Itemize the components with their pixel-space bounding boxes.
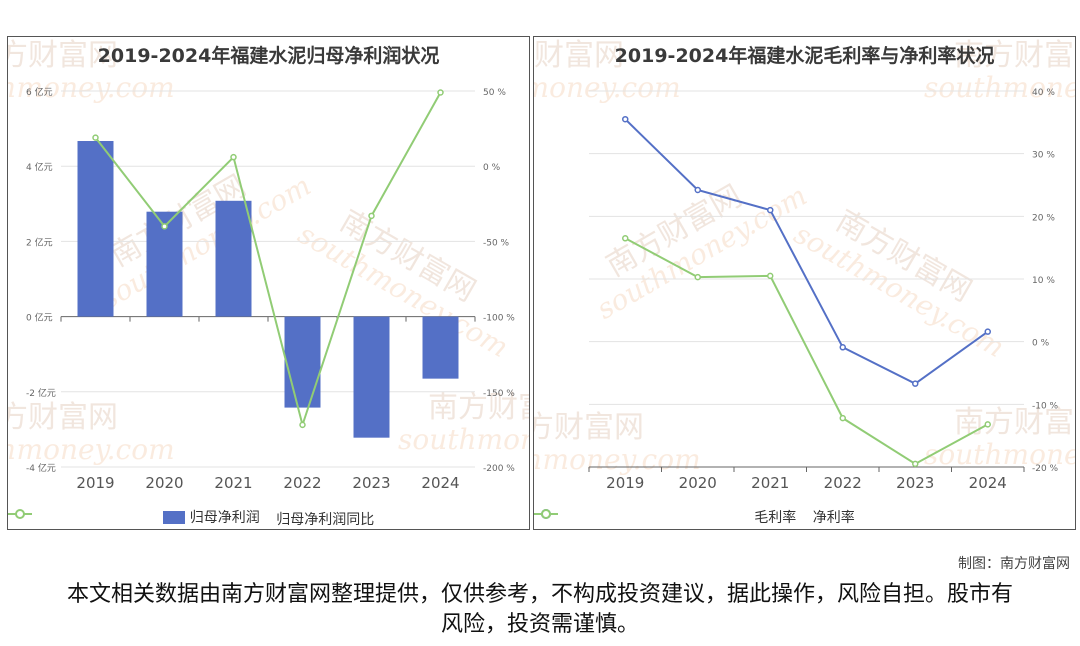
point (299, 421, 306, 429)
bar (284, 316, 321, 408)
point (767, 272, 774, 280)
line-swatch-icon (534, 509, 558, 519)
y-left-tick-label: 2 亿元 (26, 236, 53, 248)
bar (215, 200, 252, 317)
left-legend: 归母净利润 归母净利润同比 (8, 507, 529, 529)
x-tick-label: 2023 (896, 474, 934, 492)
right-legend: 毛利率 净利率 (534, 507, 1075, 527)
bar (422, 316, 459, 379)
series-line-yoy (94, 92, 442, 429)
y-right-tick-label: -100 % (483, 314, 515, 324)
point (622, 235, 629, 242)
watermark-cn: 南方财富网 (534, 38, 624, 73)
point (694, 186, 701, 194)
series-line-0 (624, 118, 989, 385)
disclaimer-text: 本文相关数据由南方财富网整理提供，仅供参考，不构成投资建议，据此操作，风险自担。… (66, 582, 1013, 637)
point (694, 273, 701, 281)
left-chart-panel: 南方财富网southmoney.com南方财富网southmoney.com南方… (7, 36, 530, 530)
point (767, 206, 774, 214)
watermark-cn: 南方财富网 (428, 390, 530, 425)
legend-label-net-margin: 净利率 (812, 510, 855, 526)
series-line-1 (624, 237, 989, 466)
watermark-en: southmoney.com (8, 433, 175, 466)
y-right-tick-label: -200 % (483, 464, 515, 474)
y-right-tick-label: 0 % (1032, 339, 1050, 349)
x-tick-label: 2022 (283, 474, 321, 492)
watermark-en: southmoney.com (8, 71, 175, 104)
bar (353, 316, 390, 438)
watermark-cn: 南方财富网 (534, 410, 644, 445)
watermark-en: southmoney.com (534, 71, 681, 104)
x-tick-label: 2021 (751, 474, 789, 492)
y-right-tick-label: -50 % (483, 238, 510, 248)
legend-item-gross-margin[interactable]: 毛利率 (534, 507, 797, 527)
point (368, 212, 375, 220)
watermark-en: southmoney.com (924, 71, 1076, 104)
x-tick-label: 2021 (214, 474, 252, 492)
x-tick-label: 2024 (421, 474, 459, 492)
point (437, 89, 444, 96)
point (839, 414, 846, 422)
watermark-en: southmoney.com (398, 423, 530, 456)
point (984, 328, 991, 335)
x-tick-label: 2023 (352, 474, 390, 492)
y-right-tick-label: 10 % (1032, 276, 1055, 286)
point (912, 460, 919, 468)
y-left-tick-label: 6 亿元 (26, 86, 53, 98)
x-tick-label: 2019 (606, 474, 644, 492)
line-swatch-icon (8, 509, 32, 519)
y-left-tick-label: 4 亿元 (26, 161, 53, 173)
legend-item-net-margin[interactable]: 净利率 (534, 507, 855, 527)
y-left-tick-label: -2 亿元 (26, 387, 56, 399)
watermark-cn: 南方财富网 (8, 400, 118, 435)
bar-swatch-icon (162, 510, 185, 524)
chart-credit: 制图：南方财富网 (958, 556, 1070, 572)
legend-label-net-profit-yoy: 归母净利润同比 (276, 511, 375, 528)
x-tick-label: 2024 (969, 474, 1007, 492)
legend-item-net-profit-yoy[interactable]: 归母净利润同比 (8, 509, 375, 529)
legend-label-net-profit: 归母净利润 (189, 510, 260, 526)
y-left-tick-label: -4 亿元 (26, 462, 56, 474)
point (92, 134, 99, 141)
point (912, 380, 919, 387)
x-tick-label: 2020 (679, 474, 717, 492)
right-chart-svg: 南方财富网southmoney.com南方财富网southmoney.com南方… (534, 38, 1076, 492)
y-right-tick-label: 40 % (1032, 88, 1055, 98)
left-chart-svg: 南方财富网southmoney.com南方财富网southmoney.com南方… (8, 38, 530, 492)
watermark-cn: 南方财富网 (954, 405, 1076, 440)
y-right-tick-label: 50 % (483, 88, 506, 98)
y-right-tick-label: 0 % (483, 163, 501, 173)
y-right-tick-label: 20 % (1032, 213, 1055, 223)
y-right-tick-label: -20 % (1032, 464, 1059, 474)
x-tick-label: 2022 (824, 474, 862, 492)
right-chart-title: 2019-2024年福建水泥毛利率与净利率状况 (614, 45, 995, 67)
bar (77, 141, 114, 317)
y-right-tick-label: -150 % (483, 389, 515, 399)
point (839, 344, 846, 351)
y-right-tick-label: 30 % (1032, 151, 1055, 161)
legend-label-gross-margin: 毛利率 (754, 510, 797, 526)
point (622, 115, 629, 123)
watermark-en: southmoney.com (924, 438, 1076, 471)
x-tick-label: 2019 (76, 474, 114, 492)
right-chart-panel: 南方财富网southmoney.com南方财富网southmoney.com南方… (533, 36, 1076, 530)
watermark-cn: 南方财富网 (8, 38, 118, 73)
left-chart-title: 2019-2024年福建水泥归母净利润状况 (97, 45, 440, 67)
point (984, 421, 991, 428)
x-tick-label: 2020 (145, 474, 183, 492)
legend-item-net-profit[interactable]: 归母净利润 (162, 507, 260, 527)
point (161, 223, 168, 230)
watermark-en: southmoney.com (534, 443, 701, 476)
point (230, 153, 237, 161)
y-left-tick-label: 0 亿元 (26, 312, 53, 324)
y-right-tick-label: -10 % (1032, 401, 1059, 411)
watermark-cn: 南方财富网 (954, 38, 1076, 73)
